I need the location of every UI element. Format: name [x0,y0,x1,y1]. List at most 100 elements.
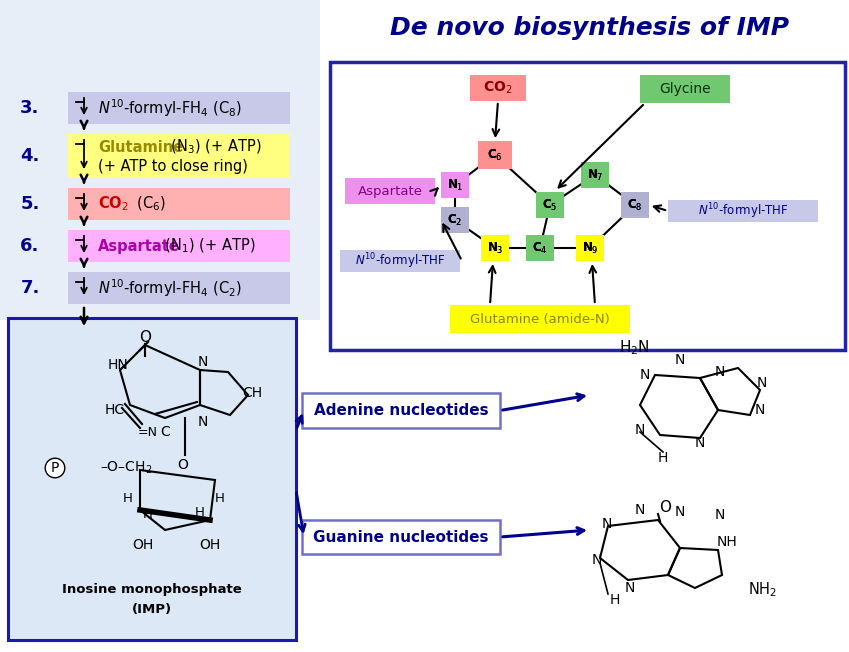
Text: $N^{10}$-formyl-FH$_4$ (C$_8$): $N^{10}$-formyl-FH$_4$ (C$_8$) [98,97,242,119]
FancyBboxPatch shape [536,192,564,218]
FancyBboxPatch shape [302,393,500,428]
FancyBboxPatch shape [345,178,435,204]
Text: 4.: 4. [20,147,40,165]
FancyBboxPatch shape [621,192,649,218]
Text: Guanine nucleotides: Guanine nucleotides [313,529,489,544]
Text: 6.: 6. [20,237,40,255]
Text: C$_{6}$: C$_{6}$ [487,147,503,162]
Text: De novo biosynthesis of IMP: De novo biosynthesis of IMP [391,16,790,40]
Text: N: N [715,365,725,379]
FancyBboxPatch shape [441,207,469,233]
Text: C$_{8}$: C$_{8}$ [627,198,643,213]
Text: N: N [756,376,767,390]
Text: C$_{4}$: C$_{4}$ [532,241,548,256]
Text: N$_1$: N$_1$ [447,177,464,192]
Text: –O–CH$_2$: –O–CH$_2$ [100,460,152,476]
Text: Glycine: Glycine [659,82,711,96]
FancyBboxPatch shape [0,0,320,320]
Text: =N: =N [138,426,158,439]
FancyBboxPatch shape [576,235,604,261]
FancyBboxPatch shape [330,62,845,350]
Text: CO$_2$: CO$_2$ [483,80,513,96]
Text: P: P [51,461,59,475]
FancyBboxPatch shape [581,162,609,188]
FancyBboxPatch shape [478,141,512,169]
FancyBboxPatch shape [340,250,460,272]
FancyBboxPatch shape [581,162,609,188]
Text: N: N [694,436,706,450]
Text: N$_{7}$: N$_{7}$ [587,168,604,183]
Text: CO$_2$: CO$_2$ [98,195,129,213]
Text: (C$_6$): (C$_6$) [132,195,166,213]
Text: N$_{1}$: N$_{1}$ [447,177,464,192]
FancyBboxPatch shape [470,75,526,101]
Text: H: H [610,593,620,607]
Text: (N$_3$) (+ ATP): (N$_3$) (+ ATP) [166,138,261,156]
FancyBboxPatch shape [526,235,554,261]
FancyBboxPatch shape [536,192,564,218]
Text: HN: HN [108,358,128,372]
Text: (N$_1$) (+ ATP): (N$_1$) (+ ATP) [160,237,256,255]
Text: (IMP): (IMP) [132,604,172,617]
Text: OH: OH [200,538,221,552]
Text: O: O [177,458,188,472]
FancyBboxPatch shape [441,172,469,198]
Text: N$_{9}$: N$_{9}$ [582,241,599,256]
Text: N$_7$: N$_7$ [587,168,604,183]
FancyBboxPatch shape [68,272,290,304]
Text: C$_8$: C$_8$ [627,198,643,213]
FancyBboxPatch shape [441,207,469,233]
Text: Aspartate: Aspartate [98,239,180,254]
Text: Adenine nucleotides: Adenine nucleotides [313,403,488,418]
Text: (+ ATP to close ring): (+ ATP to close ring) [98,158,248,173]
Text: $N^{10}$-formyl-THF: $N^{10}$-formyl-THF [355,251,446,271]
Text: Glutamine (amide-N): Glutamine (amide-N) [470,312,610,325]
Text: CH: CH [242,386,262,400]
Text: N$_{3}$: N$_{3}$ [486,241,503,256]
FancyBboxPatch shape [68,188,290,220]
Text: O: O [139,331,151,346]
Text: O: O [659,501,671,516]
Text: $N^{10}$-formyl-THF: $N^{10}$-formyl-THF [698,201,789,221]
Text: HC: HC [105,403,125,417]
Text: NH: NH [717,535,738,549]
Text: N: N [198,355,208,369]
Text: N: N [640,368,650,382]
Text: C$_{5}$: C$_{5}$ [543,198,558,213]
FancyBboxPatch shape [481,235,509,261]
FancyBboxPatch shape [481,235,509,261]
FancyBboxPatch shape [441,172,469,198]
Text: C$_5$: C$_5$ [543,198,558,213]
Text: $N^{10}$-formyl-FH$_4$ (C$_2$): $N^{10}$-formyl-FH$_4$ (C$_2$) [98,277,242,299]
Text: N: N [755,403,765,417]
Text: NH$_2$: NH$_2$ [747,581,777,599]
FancyBboxPatch shape [576,235,604,261]
Text: Inosine monophosphate: Inosine monophosphate [62,584,242,597]
Text: N: N [592,553,602,567]
Text: N$_3$: N$_3$ [486,241,503,256]
Text: N: N [625,581,635,595]
Text: N: N [675,353,685,367]
Text: H: H [143,507,153,520]
FancyBboxPatch shape [450,305,630,333]
FancyBboxPatch shape [302,520,500,554]
Text: OH: OH [132,538,154,552]
FancyBboxPatch shape [68,134,290,178]
Text: N: N [675,505,685,519]
Text: N$_9$: N$_9$ [582,241,599,256]
Text: N: N [198,415,208,429]
Text: C$_6$: C$_6$ [487,147,503,162]
Text: 3.: 3. [20,99,40,117]
Text: C$_2$: C$_2$ [447,213,463,228]
FancyBboxPatch shape [68,230,290,262]
Text: H: H [195,505,205,518]
Text: 5.: 5. [20,195,40,213]
Text: N: N [602,517,612,531]
FancyBboxPatch shape [8,318,296,640]
Text: H: H [658,451,668,465]
Text: C: C [160,425,170,439]
Text: H$_2$N: H$_2$N [619,338,649,357]
Text: H: H [123,492,133,505]
Text: C$_4$: C$_4$ [532,241,548,256]
Text: H: H [215,492,225,505]
